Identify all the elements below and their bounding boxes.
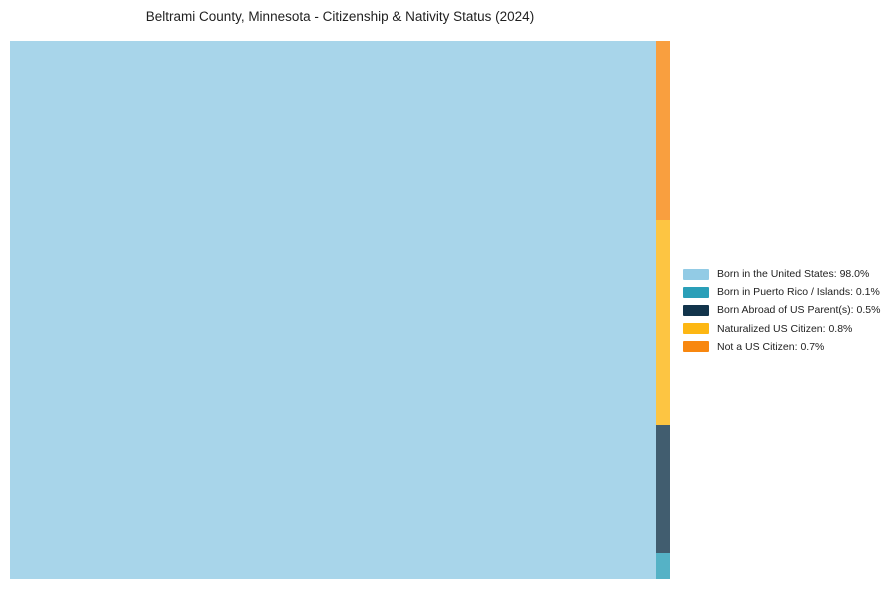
legend-swatch-icon: [683, 286, 709, 298]
legend-item-born-abroad-of-us-parent-s: Born Abroad of US Parent(s): 0.5%: [683, 301, 880, 319]
legend-label: Not a US Citizen: 0.7%: [717, 340, 825, 353]
legend-label: Born in the United States: 98.0%: [717, 268, 870, 281]
legend-item-naturalized-us-citizen: Naturalized US Citizen: 0.8%: [683, 320, 880, 338]
legend-item-born-in-puerto-rico-islands: Born in Puerto Rico / Islands: 0.1%: [683, 283, 880, 301]
chart-title: Beltrami County, Minnesota - Citizenship…: [145, 9, 535, 24]
treemap-rect-born-abroad-of-us-parent-s: [656, 425, 670, 554]
legend-swatch-icon: [683, 304, 709, 316]
treemap-rect-born-in-the-united-states: [10, 41, 657, 579]
treemap-rect-born-in-puerto-rico-islands: [656, 553, 670, 579]
legend-item-not-a-us-citizen: Not a US Citizen: 0.7%: [683, 338, 880, 356]
legend-item-born-in-the-united-states: Born in the United States: 98.0%: [683, 265, 880, 283]
legend-swatch-icon: [683, 341, 709, 353]
treemap-rect-naturalized-us-citizen: [656, 220, 670, 426]
legend-label: Born Abroad of US Parent(s): 0.5%: [717, 304, 881, 317]
legend-label: Born in Puerto Rico / Islands: 0.1%: [717, 286, 880, 299]
legend-swatch-icon: [683, 268, 709, 280]
treemap-chart: [10, 41, 670, 579]
treemap-rect-not-a-us-citizen: [656, 41, 670, 221]
legend-swatch-icon: [683, 323, 709, 335]
legend-label: Naturalized US Citizen: 0.8%: [717, 322, 853, 335]
legend: Born in the United States: 98.0% Born in …: [683, 265, 880, 356]
